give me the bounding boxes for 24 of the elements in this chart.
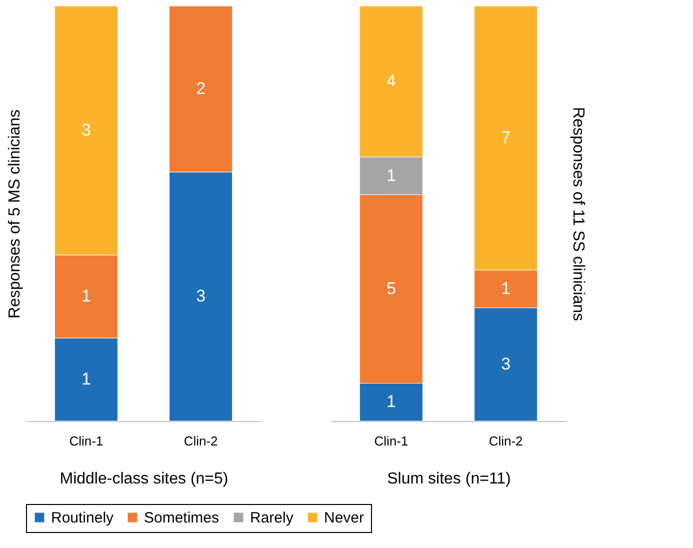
data-label: 3 — [501, 354, 511, 374]
data-label: 1 — [81, 370, 91, 388]
data-label: 1 — [81, 286, 91, 306]
y-axis-title: Responses of 5 MS clinicians — [6, 110, 24, 318]
x-axis-title: Slum sites (n=11) — [387, 470, 511, 488]
legend-label: Rarely — [250, 510, 294, 527]
x-tick-label: Clin-1 — [69, 434, 104, 448]
data-label: 1 — [501, 278, 511, 298]
data-label: 1 — [386, 392, 396, 412]
legend-label: Never — [324, 510, 364, 527]
data-label: 3 — [81, 120, 91, 140]
data-label: 3 — [196, 286, 206, 306]
legend-label: Routinely — [51, 510, 114, 527]
x-axis-title: Middle-class sites (n=5) — [60, 470, 228, 488]
x-tick-label: Clin-2 — [184, 434, 218, 448]
y-axis-title: Responses of 11 SS clinicians — [570, 106, 586, 322]
data-label: 2 — [196, 79, 206, 98]
data-label: 4 — [386, 71, 396, 90]
legend-label: Sometimes — [144, 510, 220, 527]
data-label: 5 — [386, 278, 396, 298]
x-tick-label: Clin-1 — [374, 434, 408, 448]
data-label: 1 — [386, 166, 396, 185]
data-label: 7 — [501, 128, 511, 148]
x-tick-label: Clin-2 — [488, 434, 523, 448]
